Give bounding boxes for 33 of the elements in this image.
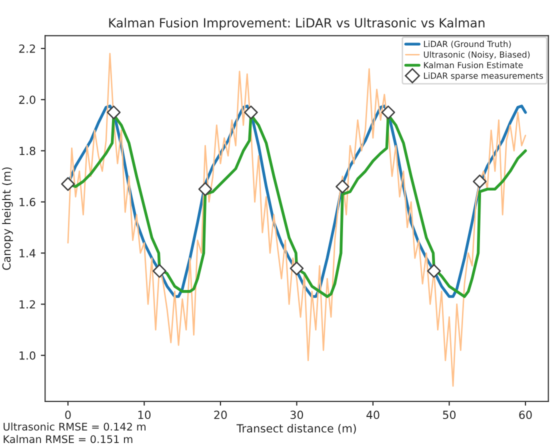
point: [336, 180, 350, 194]
y-tick-label: 2.0: [19, 96, 36, 104]
y-tick-label: 1.8: [20, 146, 36, 156]
legend-label: Kalman Fusion Estimate: [424, 62, 523, 68]
point: [61, 177, 75, 191]
y-tick-label: 1.6: [20, 198, 36, 206]
y-axis-title: Canopy height (m): [2, 167, 13, 270]
point: [198, 182, 212, 196]
legend-label: Ultrasonic (Noisy, Biased): [424, 51, 530, 60]
point: [427, 264, 441, 278]
point: [381, 106, 396, 120]
legend-label: LiDAR sparse measurements: [424, 72, 543, 80]
chart-title: Kalman Fusion Improvement: LiDAR vs Ultrasonic vs Kalman: [109, 18, 484, 30]
x-tick-label: 20: [214, 410, 227, 420]
text: Ultrasonic RMSE = 0.142 m: [4, 422, 146, 431]
x-axis-title: Transect distance (m): [236, 424, 356, 434]
x-tick-label: 10: [138, 410, 151, 420]
legend-label: LiDAR (Ground Truth): [424, 40, 511, 48]
x-tick-label: 30: [290, 410, 304, 420]
y-tick-label: 1.4: [20, 249, 36, 258]
y-tick-label: 1.0: [20, 351, 36, 360]
x-tick-label: 0: [65, 410, 71, 420]
text: Kalman RMSE = 0.151 m: [4, 435, 132, 444]
y-tick-label: 1.2: [20, 300, 35, 308]
x-tick-label: 40: [366, 410, 380, 420]
point: [106, 106, 121, 120]
point: [472, 174, 487, 188]
point: [152, 264, 166, 278]
point: [290, 262, 304, 276]
x-tick-label: 50: [443, 410, 456, 420]
y-tick-label: 2.2: [19, 44, 35, 53]
point: [244, 106, 258, 120]
x-tick-label: 60: [519, 410, 532, 420]
